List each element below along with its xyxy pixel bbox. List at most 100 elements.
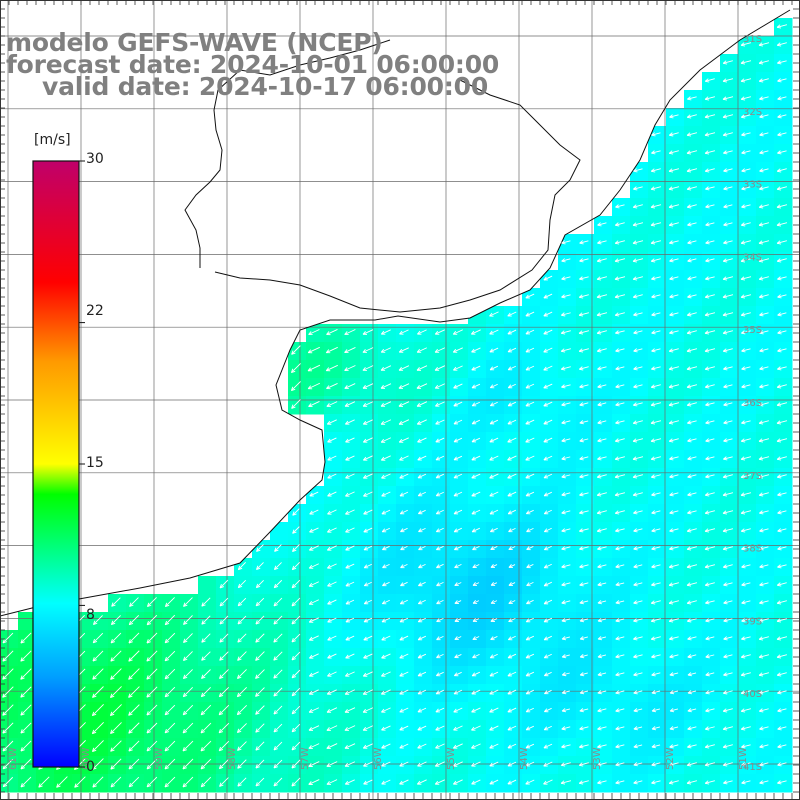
wind-cell: [450, 774, 469, 793]
wind-cell: [738, 594, 757, 613]
wind-cell: [126, 738, 145, 757]
wind-cell: [504, 576, 523, 595]
wind-arrow: [615, 564, 625, 569]
wind-cell: [468, 738, 487, 757]
wind-cell: [396, 414, 415, 433]
wind-arrow: [633, 510, 643, 515]
wind-cell: [594, 738, 613, 757]
lat-label: 37S: [743, 471, 762, 482]
wind-arrow: [399, 707, 409, 713]
wind-cell: [666, 414, 685, 433]
wind-arrow: [597, 402, 607, 407]
wind-arrow: [633, 528, 643, 533]
wind-cell: [540, 666, 559, 685]
wind-cell: [144, 594, 163, 613]
wind-arrow: [758, 456, 770, 461]
wind-cell: [720, 522, 739, 541]
wind-cell: [324, 576, 343, 595]
wind-cell: [648, 504, 667, 523]
wind-cell: [162, 684, 181, 703]
wind-cell: [738, 108, 757, 127]
wind-arrow: [309, 509, 319, 515]
wind-cell: [180, 738, 199, 757]
wind-arrow: [20, 632, 32, 644]
wind-arrow: [615, 600, 625, 605]
wind-cell: [504, 396, 523, 415]
wind-cell: [756, 126, 775, 145]
lat-label: 36S: [743, 398, 762, 409]
wind-cell: [432, 396, 451, 415]
wind-cell: [738, 648, 757, 667]
wind-cell: [738, 72, 757, 91]
wind-arrow: [722, 96, 734, 101]
wind-arrow: [274, 562, 282, 570]
wind-cell: [162, 612, 181, 631]
wind-arrow: [758, 258, 770, 263]
wind-cell: [450, 450, 469, 469]
wind-arrow: [164, 668, 176, 680]
wind-cell: [198, 702, 217, 721]
wind-cell: [594, 522, 613, 541]
wind-cell: [90, 756, 109, 775]
wind-cell: [702, 306, 721, 325]
wind-cell: [396, 504, 415, 523]
wind-cell: [540, 522, 559, 541]
wind-arrow: [525, 455, 535, 461]
wind-cell: [126, 684, 145, 703]
wind-cell: [432, 558, 451, 577]
wind-arrow: [344, 779, 355, 785]
wind-cell: [612, 756, 631, 775]
wind-cell: [720, 414, 739, 433]
wind-cell: [108, 612, 127, 631]
wind-arrow: [20, 686, 32, 698]
wind-cell: [504, 414, 523, 433]
wind-arrow: [741, 366, 751, 371]
wind-arrow: [218, 759, 229, 770]
wind-arrow: [91, 722, 104, 735]
wind-cell: [612, 468, 631, 487]
wind-cell: [468, 522, 487, 541]
wind-arrow: [526, 546, 534, 551]
wind-cell: [270, 612, 289, 631]
wind-arrow: [382, 545, 390, 551]
wind-arrow: [777, 546, 787, 551]
wind-cell: [306, 522, 325, 541]
wind-cell: [612, 378, 631, 397]
wind-arrow: [398, 347, 409, 353]
wind-cell: [288, 396, 307, 415]
wind-cell: [378, 684, 397, 703]
wind-cell: [486, 558, 505, 577]
wind-cell: [684, 558, 703, 577]
wind-arrow: [129, 597, 139, 607]
wind-cell: [774, 612, 793, 631]
colorbar-gradient: [32, 160, 80, 768]
wind-arrow: [200, 704, 212, 716]
wind-cell: [756, 270, 775, 289]
wind-cell: [774, 90, 793, 109]
wind-cell: [396, 558, 415, 577]
wind-arrow: [307, 346, 320, 354]
wind-arrow: [345, 617, 355, 623]
wind-cell: [684, 180, 703, 199]
wind-cell: [522, 432, 541, 451]
wind-cell: [648, 684, 667, 703]
wind-cell: [522, 414, 541, 433]
wind-cell: [756, 342, 775, 361]
wind-cell: [630, 540, 649, 559]
wind-arrow: [471, 365, 481, 371]
wind-cell: [54, 774, 73, 793]
wind-cell: [576, 540, 595, 559]
wind-arrow: [741, 780, 751, 785]
wind-cell: [558, 756, 577, 775]
wind-arrow: [273, 651, 283, 661]
wind-cell: [594, 252, 613, 271]
wind-cell: [432, 378, 451, 397]
wind-cell: [270, 702, 289, 721]
wind-cell: [432, 630, 451, 649]
wind-cell: [396, 396, 415, 415]
wind-arrow: [543, 779, 553, 785]
wind-cell: [360, 414, 379, 433]
wind-cell: [738, 144, 757, 163]
wind-arrow: [381, 671, 391, 677]
wind-cell: [360, 522, 379, 541]
